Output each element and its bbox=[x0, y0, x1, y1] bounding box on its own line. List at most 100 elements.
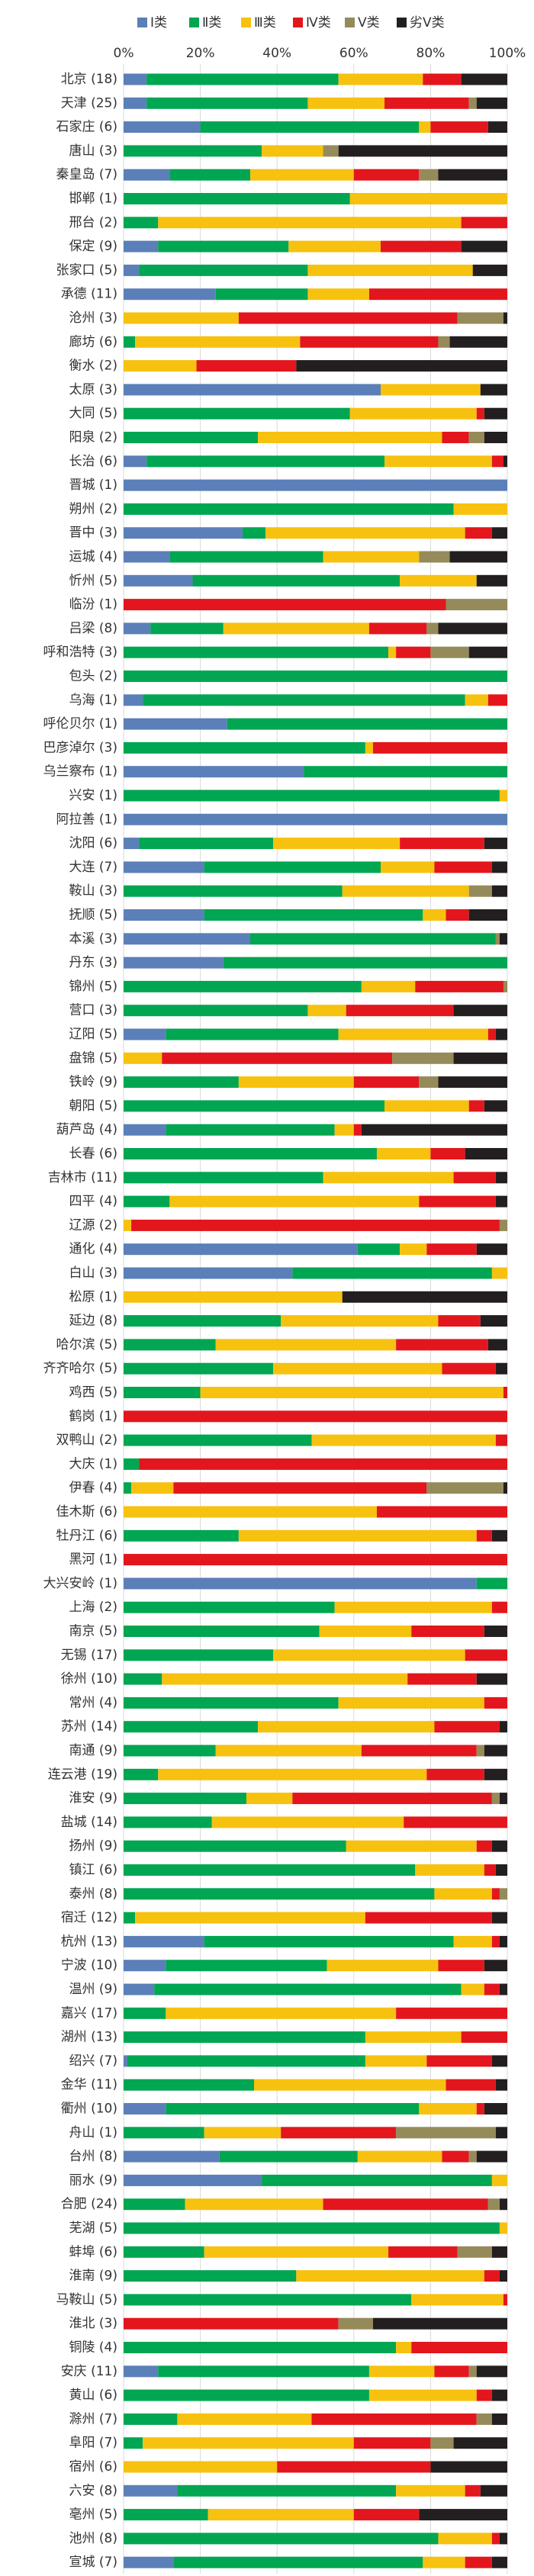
bar-segment bbox=[446, 2079, 496, 2091]
y-tick-label: 丽水 (9) bbox=[69, 2172, 117, 2188]
y-tick-label: 鸡西 (5) bbox=[69, 1385, 117, 1401]
bar-segment bbox=[304, 766, 507, 778]
bar-segment bbox=[491, 1601, 507, 1613]
bar-segment bbox=[273, 1649, 465, 1661]
bar-segment bbox=[480, 384, 507, 396]
y-tick-label: 大同 (5) bbox=[69, 406, 117, 421]
bar-segment bbox=[124, 1983, 155, 1996]
bar-segment bbox=[499, 1219, 507, 1231]
bar-segment bbox=[124, 1601, 335, 1613]
bar-segment bbox=[438, 1960, 484, 1972]
bar-segment bbox=[238, 1529, 477, 1542]
bar-segment bbox=[311, 2413, 477, 2425]
bar-segment bbox=[292, 1793, 492, 1805]
y-tick-label: 铜陵 (4) bbox=[69, 2340, 117, 2356]
bar-segment bbox=[381, 384, 481, 396]
y-tick-label: 忻州 (5) bbox=[69, 573, 117, 588]
y-tick-label: 石家庄 (6) bbox=[56, 120, 117, 135]
bar-segment bbox=[346, 1840, 477, 1852]
bar-segment bbox=[453, 503, 507, 515]
bar-segment bbox=[476, 2389, 492, 2401]
y-tick-label: 巴彦淖尔 (3) bbox=[43, 740, 117, 755]
y-tick-label: 晋中 (3) bbox=[69, 526, 117, 541]
y-tick-label: 营口 (3) bbox=[69, 1003, 117, 1018]
bar-segment bbox=[262, 145, 323, 157]
bar-segment bbox=[169, 551, 323, 563]
bar-segment bbox=[124, 2413, 178, 2425]
y-tick-label: 亳州 (5) bbox=[69, 2507, 117, 2523]
bar-segment bbox=[426, 1243, 477, 1256]
y-tick-label: 黄山 (6) bbox=[69, 2388, 117, 2403]
bar-segment bbox=[204, 861, 381, 873]
bar-segment bbox=[419, 1076, 439, 1089]
bar-segment bbox=[124, 766, 304, 778]
y-tick-label: 南通 (9) bbox=[69, 1743, 117, 1758]
bar-segment bbox=[338, 2317, 373, 2330]
bar-segment bbox=[396, 2484, 465, 2497]
bar-segment bbox=[204, 909, 423, 921]
bar-segment bbox=[461, 217, 507, 229]
bar-segment bbox=[124, 240, 159, 252]
legend-swatch bbox=[345, 18, 355, 27]
bar-segment bbox=[124, 1554, 507, 1566]
bar-segment bbox=[480, 2484, 507, 2497]
bar-segment bbox=[484, 432, 507, 443]
bar-segment bbox=[124, 1816, 212, 1828]
bar-segment bbox=[124, 1793, 246, 1805]
bar-segment bbox=[495, 1864, 507, 1876]
y-tick-label: 常州 (4) bbox=[69, 1695, 117, 1710]
bar-segment bbox=[468, 432, 484, 443]
y-tick-label: 淮北 (3) bbox=[69, 2316, 117, 2331]
bar-segment bbox=[166, 2007, 397, 2019]
bar-segment bbox=[396, 646, 431, 658]
bar-segment bbox=[223, 957, 507, 969]
bar-segment bbox=[495, 1195, 507, 1208]
bar-segment bbox=[457, 2246, 492, 2258]
bar-segment bbox=[296, 360, 507, 372]
bar-segment bbox=[124, 1124, 166, 1136]
bar-segment bbox=[124, 2246, 204, 2258]
bar-segment bbox=[124, 336, 136, 348]
bar-segment bbox=[258, 1721, 435, 1733]
bar-segment bbox=[323, 2198, 488, 2211]
bar-segment bbox=[430, 121, 488, 133]
bar-segment bbox=[124, 2222, 500, 2234]
bar-segment bbox=[491, 2174, 507, 2186]
bar-segment bbox=[124, 2389, 369, 2401]
y-tick-label: 蚌埠 (6) bbox=[69, 2244, 117, 2259]
bar-segment bbox=[338, 1696, 484, 1709]
bar-segment bbox=[468, 909, 507, 921]
bar-segment bbox=[124, 73, 147, 85]
bar-segment bbox=[353, 169, 420, 181]
x-tick-label: 40% bbox=[262, 46, 291, 61]
bar-segment bbox=[124, 455, 147, 468]
y-tick-label: 舟山 (1) bbox=[69, 2125, 117, 2140]
y-tick-label: 呼伦贝尔 (1) bbox=[43, 716, 117, 732]
bar-segment bbox=[484, 1983, 500, 1996]
legend-label: Ⅰ类 bbox=[150, 15, 167, 31]
bar-segment bbox=[158, 1768, 427, 1780]
bar-segment bbox=[484, 1864, 496, 1876]
y-tick-label: 鹤岗 (1) bbox=[69, 1409, 117, 1424]
bar-segment bbox=[381, 861, 435, 873]
bar-segment bbox=[124, 885, 343, 897]
bar-segment bbox=[124, 527, 243, 539]
bar-segment bbox=[338, 145, 507, 157]
bar-segment bbox=[465, 1148, 507, 1159]
bar-segment bbox=[166, 1124, 335, 1136]
bar-segment bbox=[124, 2556, 174, 2568]
bar-segment bbox=[124, 1960, 166, 1972]
y-tick-label: 邯郸 (1) bbox=[69, 191, 117, 207]
bar-segment bbox=[499, 1935, 507, 1947]
bar-segment bbox=[338, 73, 423, 85]
bar-segment bbox=[215, 288, 308, 301]
bar-segment bbox=[124, 360, 197, 372]
bar-segment bbox=[124, 574, 193, 587]
bar-segment bbox=[468, 2365, 477, 2378]
bar-segment bbox=[438, 2533, 492, 2545]
bar-segment bbox=[124, 2533, 439, 2545]
bar-segment bbox=[219, 2150, 358, 2163]
y-tick-label: 大兴安岭 (1) bbox=[43, 1576, 117, 1591]
bar-segment bbox=[227, 718, 507, 730]
bar-segment bbox=[449, 551, 507, 563]
